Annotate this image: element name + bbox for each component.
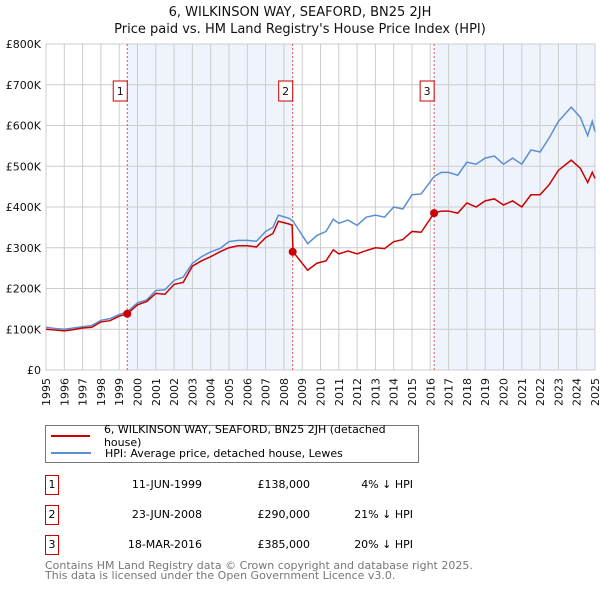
price-chart: 1995 1996 1997 1998 1999 2000 2001 2002 2003 2004… xyxy=(6,38,600,406)
sale-date: 18-MAR-2016 xyxy=(127,538,202,551)
chart-subtitle: Price paid vs. HM Land Registry's House … xyxy=(114,22,486,37)
sale-price: £290,000 xyxy=(257,508,311,521)
sale-hpi-diff: 21% ↓ HPI xyxy=(354,508,413,521)
x-tick-label: 1995 xyxy=(40,378,53,406)
x-tick-label: 2001 xyxy=(150,378,163,406)
x-tick-label: 2008 xyxy=(278,378,291,406)
x-tick-label: 1999 xyxy=(113,378,126,406)
x-tick-label: 2017 xyxy=(443,378,456,406)
sale-price: £385,000 xyxy=(257,538,311,551)
legend-label: 6, WILKINSON WAY, SEAFORD, BN25 2JH (det… xyxy=(103,423,386,449)
y-tick-label: £200K xyxy=(6,283,42,296)
sale-point xyxy=(430,209,439,218)
y-tick-label: £300K xyxy=(6,242,42,255)
x-tick-label: 2015 xyxy=(406,378,419,406)
y-tick-label: £800K xyxy=(6,38,42,51)
footer: Contains HM Land Registry data © Crown c… xyxy=(45,559,473,582)
x-tick-label: 2024 xyxy=(571,378,584,406)
sale-marker-box xyxy=(112,80,128,102)
x-tick-label: 1997 xyxy=(77,378,90,406)
sale-number: 3 xyxy=(45,535,59,555)
x-tick-label: 2023 xyxy=(552,378,565,406)
sale-point xyxy=(123,309,132,318)
sale-hpi-diff: 20% ↓ HPI xyxy=(354,538,413,551)
x-tick-label: 2018 xyxy=(461,378,474,406)
hpi-line xyxy=(45,106,596,331)
blue-line-swatch xyxy=(51,452,91,454)
x-tick-label: 2025 xyxy=(589,378,600,406)
x-tick-label: 2021 xyxy=(516,378,529,406)
plot-border xyxy=(45,43,596,371)
chart-title: 6, WILKINSON WAY, SEAFORD, BN25 2JH xyxy=(168,5,432,20)
sale-number: 1 xyxy=(45,475,59,495)
x-tick-label: 2004 xyxy=(205,378,218,406)
y-tick-label: £600K xyxy=(6,120,42,133)
sale-date: 11-JUN-1999 xyxy=(131,478,202,491)
x-tick-label: 2006 xyxy=(241,378,254,406)
sale-price: £138,000 xyxy=(257,478,311,491)
x-tick-label: 2019 xyxy=(479,378,492,406)
sale-point xyxy=(288,247,297,256)
sale-row: 2 23-JUN-2008 £290,000 21% ↓ HPI xyxy=(45,505,465,525)
x-tick-label: 2014 xyxy=(388,378,401,406)
sale-marker-label: 3 xyxy=(424,85,431,98)
price-paid-line xyxy=(45,159,596,332)
legend-item-hpi: HPI: Average price, detached house, Lewe… xyxy=(46,445,343,461)
legend: 6, WILKINSON WAY, SEAFORD, BN25 2JH (det… xyxy=(45,423,419,463)
x-tick-label: 2000 xyxy=(132,378,145,406)
x-tick-label: 2013 xyxy=(369,378,382,406)
x-tick-label: 2020 xyxy=(498,378,511,406)
sale-marker-label: 2 xyxy=(282,85,289,98)
x-tick-label: 2005 xyxy=(223,378,236,406)
x-tick-label: 1996 xyxy=(58,378,71,406)
y-tick-label: £0 xyxy=(27,364,41,377)
y-tick-label: £100K xyxy=(6,323,42,336)
red-line-swatch xyxy=(51,435,90,437)
x-tick-label: 2016 xyxy=(424,378,437,406)
x-tick-label: 2022 xyxy=(534,378,547,406)
y-tick-label: £400K xyxy=(6,201,42,214)
x-tick-label: 2003 xyxy=(186,378,199,406)
footer-line-2: This data is licensed under the Open Gov… xyxy=(45,569,396,582)
x-tick-label: 2002 xyxy=(168,378,181,406)
x-tick-label: 2007 xyxy=(260,378,273,406)
sale-row: 1 11-JUN-1999 £138,000 4% ↓ HPI xyxy=(45,475,465,495)
y-tick-label: £500K xyxy=(6,160,42,173)
footer-line-1: Contains HM Land Registry data © Crown c… xyxy=(45,559,473,572)
legend-label: HPI: Average price, detached house, Lewe… xyxy=(105,446,343,460)
x-tick-label: 2011 xyxy=(333,378,346,406)
sale-row: 3 18-MAR-2016 £385,000 20% ↓ HPI xyxy=(45,535,465,555)
x-tick-label: 2012 xyxy=(351,378,364,406)
y-tick-label: £700K xyxy=(6,79,42,92)
sale-marker-box xyxy=(278,80,294,102)
x-tick-label: 1998 xyxy=(95,378,108,406)
sale-number: 2 xyxy=(45,505,59,525)
sale-hpi-diff: 4% ↓ HPI xyxy=(361,478,413,491)
x-tick-label: 2010 xyxy=(315,378,328,406)
sale-marker-label: 1 xyxy=(117,85,124,98)
sale-marker-box xyxy=(419,80,435,102)
x-tick-label: 2009 xyxy=(296,378,309,406)
legend-item-property: 6, WILKINSON WAY, SEAFORD, BN25 2JH (det… xyxy=(46,423,418,449)
sale-date: 23-JUN-2008 xyxy=(131,508,202,521)
